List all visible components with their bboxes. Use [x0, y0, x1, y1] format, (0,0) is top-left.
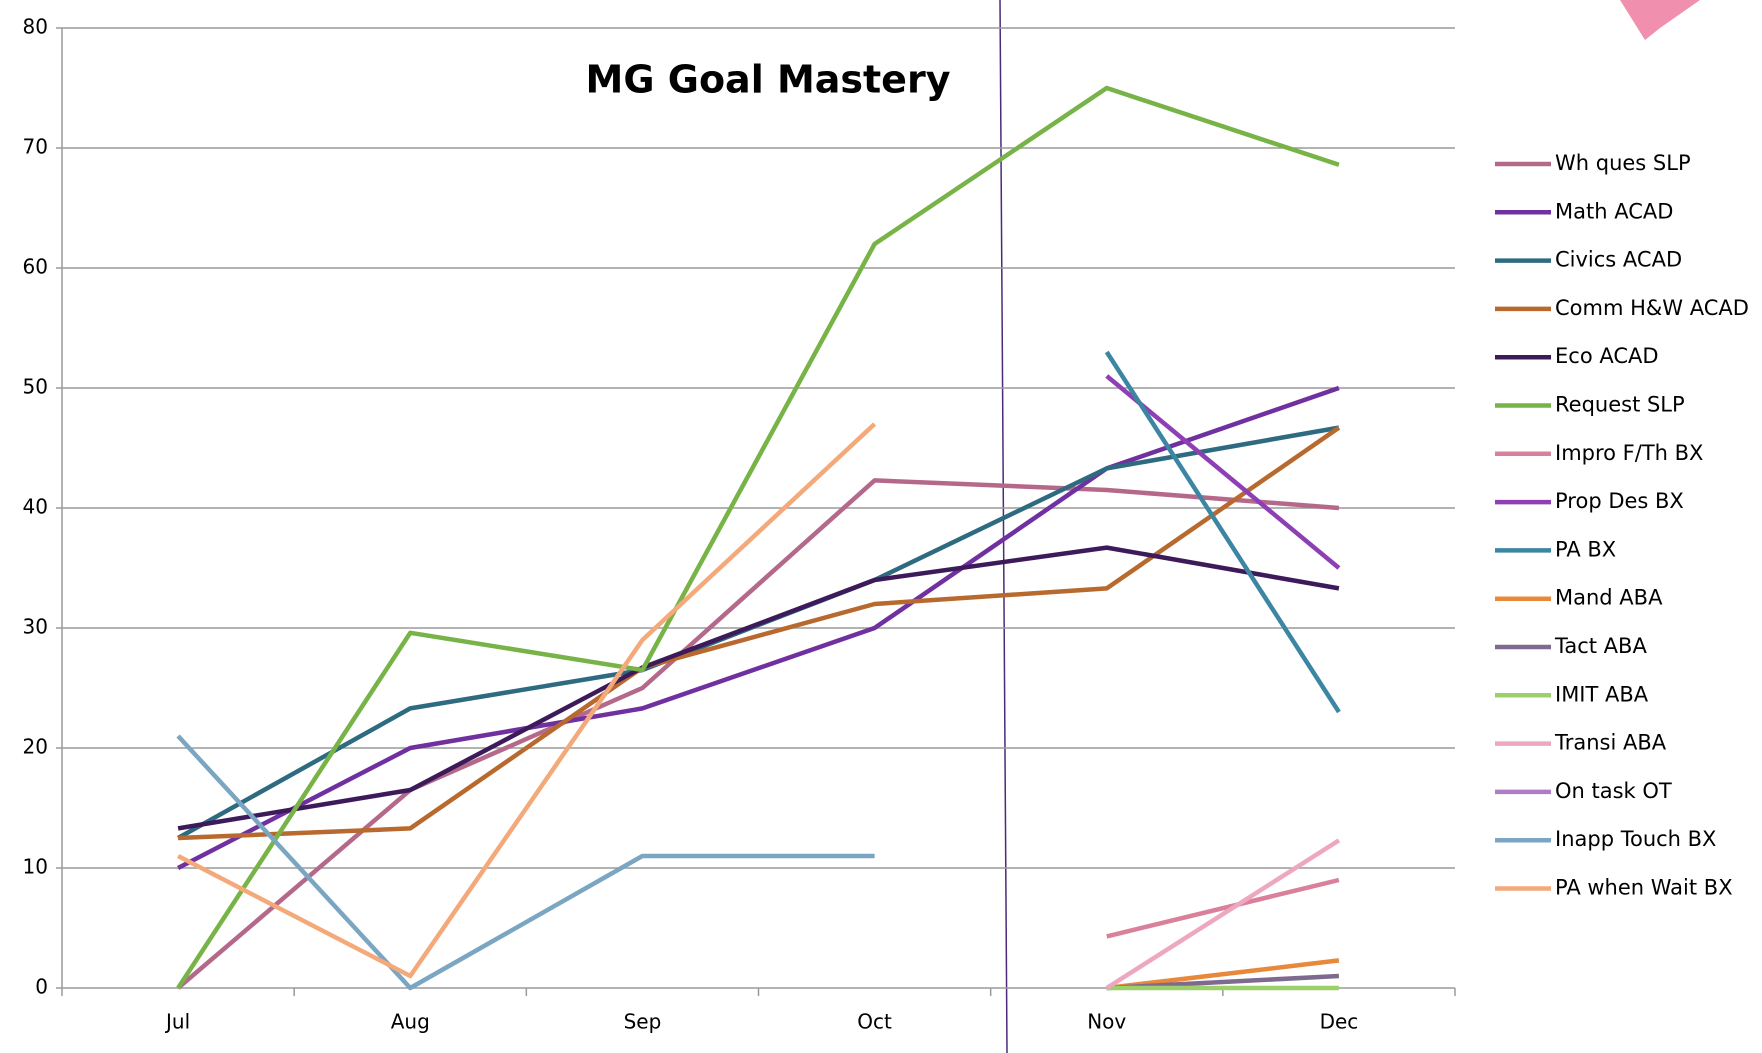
- y-tick-label: 40: [23, 495, 48, 519]
- x-tick-label: Aug: [391, 1010, 430, 1034]
- y-tick-label: 0: [35, 975, 48, 999]
- x-tick-label: Dec: [1320, 1010, 1359, 1034]
- grid: [56, 28, 1455, 988]
- series-line: [178, 736, 875, 988]
- legend-label: PA BX: [1555, 537, 1616, 561]
- y-tick-label: 80: [23, 15, 48, 39]
- legend-label: Inapp Touch BX: [1555, 827, 1716, 851]
- series-line: [1107, 352, 1339, 712]
- series-line: [1107, 880, 1339, 936]
- decoration: [1620, 0, 1700, 40]
- legend-label: Prop Des BX: [1555, 489, 1684, 513]
- legend-label: Impro F/Th BX: [1555, 441, 1703, 465]
- legend-label: IMIT ABA: [1555, 682, 1649, 706]
- series-line: [178, 424, 875, 976]
- chart-title: MG Goal Mastery: [586, 58, 951, 102]
- legend-label: Eco ACAD: [1555, 344, 1659, 368]
- y-tick-label: 30: [23, 615, 48, 639]
- x-tick-label: Oct: [857, 1010, 892, 1034]
- legend-label: Civics ACAD: [1555, 248, 1682, 272]
- legend-label: Mand ABA: [1555, 586, 1663, 610]
- y-tick-label: 60: [23, 255, 48, 279]
- series-line: [178, 88, 1339, 988]
- legend-label: Math ACAD: [1555, 199, 1673, 223]
- series-line: [178, 548, 1339, 829]
- y-tick-label: 10: [23, 855, 48, 879]
- legend-label: Comm H&W ACAD: [1555, 296, 1749, 320]
- x-tick-label: Jul: [164, 1010, 190, 1034]
- x-tick-label: Nov: [1087, 1010, 1126, 1034]
- chart: MG Goal Mastery 0 10 20 30 40 50 60 70 80 Jul Aug S…: [0, 0, 1762, 1053]
- y-tick-label: 20: [23, 735, 48, 759]
- y-tick-label: 70: [23, 135, 48, 159]
- legend-label: Transi ABA: [1554, 731, 1667, 755]
- y-tick-label: 50: [23, 375, 48, 399]
- x-tick-label: Sep: [624, 1010, 662, 1034]
- legend-label: Tact ABA: [1554, 634, 1647, 658]
- legend-label: Request SLP: [1555, 393, 1685, 417]
- legend-label: On task OT: [1555, 779, 1672, 803]
- legend-label: PA when Wait BX: [1555, 876, 1733, 900]
- legend-label: Wh ques SLP: [1555, 151, 1691, 175]
